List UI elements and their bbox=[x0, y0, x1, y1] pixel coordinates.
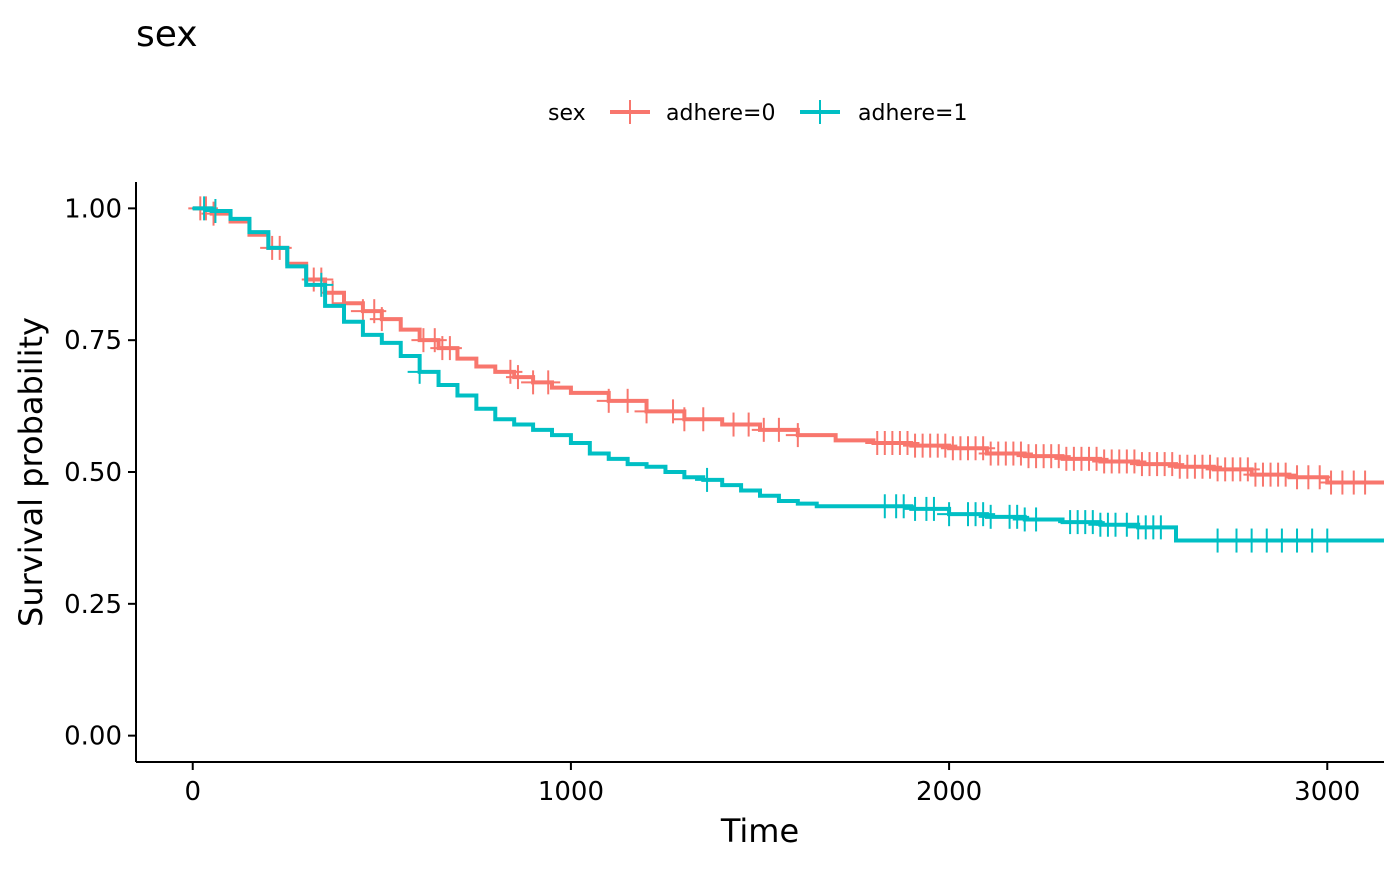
censor-mark-adhere0 bbox=[1353, 470, 1378, 495]
y-tick-label: 0.00 bbox=[64, 722, 122, 752]
censor-mark-adhere0 bbox=[369, 307, 394, 332]
censor-mark-adhere0 bbox=[691, 407, 716, 432]
censor-mark-adhere0 bbox=[634, 399, 659, 424]
censor-mark-adhere0 bbox=[505, 365, 530, 390]
y-axis-ticks: 0.00 0.25 0.50 0.75 1.00 bbox=[64, 194, 136, 752]
chart-title: sex bbox=[136, 14, 198, 55]
y-tick-label: 0.50 bbox=[64, 458, 122, 488]
censor-mark-adhere0 bbox=[437, 336, 462, 361]
y-tick-label: 0.75 bbox=[64, 326, 122, 356]
x-tick-label: 3000 bbox=[1294, 777, 1360, 807]
censor-mark-adhere1 bbox=[1114, 512, 1139, 537]
censor-mark-adhere0 bbox=[615, 388, 640, 413]
y-axis-title: Survival probability bbox=[12, 317, 50, 627]
censor-mark-adhere1 bbox=[891, 494, 916, 519]
y-tick-label: 0.25 bbox=[64, 590, 122, 620]
x-tick-label: 0 bbox=[184, 777, 201, 807]
censor-mark-adhere1 bbox=[407, 359, 432, 384]
x-tick-label: 1000 bbox=[538, 777, 604, 807]
censor-mark-adhere1 bbox=[921, 496, 946, 521]
y-tick-label: 1.00 bbox=[64, 194, 122, 224]
censor-mark-adhere0 bbox=[201, 201, 226, 226]
censor-mark-adhere0 bbox=[785, 423, 810, 448]
legend-key-adhere0 bbox=[610, 100, 650, 124]
censor-mark-adhere1 bbox=[309, 272, 334, 297]
x-tick-label: 2000 bbox=[916, 777, 982, 807]
series-line-adhere0 bbox=[192, 206, 1384, 485]
censor-mark-adhere0 bbox=[1273, 462, 1298, 487]
legend-label-adhere1: adhere=1 bbox=[858, 101, 967, 126]
censor-mark-adhere1 bbox=[203, 199, 228, 223]
legend-title: sex bbox=[548, 101, 586, 126]
censor-mark-adhere1 bbox=[192, 196, 217, 221]
censor-mark-adhere1 bbox=[695, 467, 720, 492]
legend-label-adhere0: adhere=0 bbox=[666, 101, 775, 126]
censor-mark-adhere1 bbox=[1315, 528, 1340, 553]
censor-mark-adhere1 bbox=[1148, 515, 1173, 540]
legend-key-adhere1 bbox=[800, 100, 840, 124]
plot-area bbox=[188, 196, 1384, 553]
censor-mark-adhere0 bbox=[766, 417, 791, 442]
legend: sex adhere=0 adhere=1 bbox=[548, 100, 967, 126]
x-axis-title: Time bbox=[720, 812, 799, 850]
censor-mark-adhere1 bbox=[1024, 507, 1049, 532]
censor-mark-adhere0 bbox=[736, 412, 761, 437]
x-axis-ticks: 0 1000 2000 3000 bbox=[184, 762, 1360, 807]
censor-mark-adhere0 bbox=[536, 370, 561, 395]
censor-mark-adhere0 bbox=[1307, 465, 1332, 490]
series-line-adhere1 bbox=[192, 206, 1384, 543]
